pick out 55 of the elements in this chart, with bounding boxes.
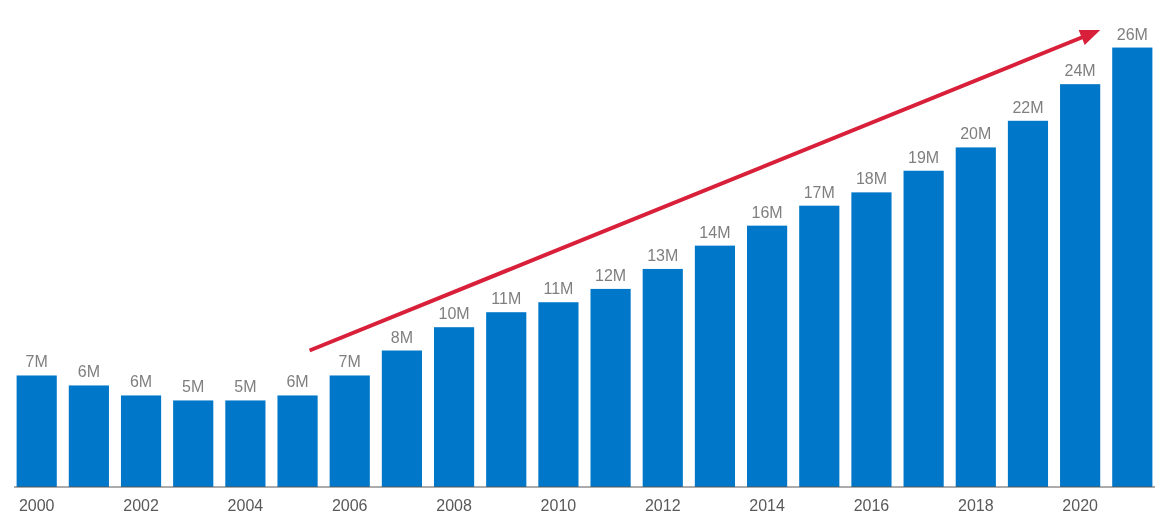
- bar: [955, 147, 996, 487]
- x-tick-label: 2004: [227, 497, 264, 514]
- bar: [16, 375, 57, 487]
- data-label: 11M: [491, 290, 522, 308]
- data-label: 22M: [1012, 98, 1044, 116]
- bar: [538, 302, 579, 487]
- x-tick-label: 2008: [436, 497, 472, 514]
- data-label: 6M: [129, 373, 153, 391]
- data-label: 20M: [960, 125, 992, 143]
- bar: [433, 327, 475, 487]
- bar: [1060, 84, 1101, 487]
- bar: [694, 245, 736, 487]
- bar: [642, 268, 683, 487]
- data-label: 12M: [595, 266, 627, 284]
- bar: [486, 312, 527, 487]
- bar: [903, 170, 944, 487]
- bar: [1007, 120, 1049, 487]
- data-label: 18M: [855, 170, 888, 188]
- data-label: 7M: [338, 353, 361, 371]
- bar: [1112, 47, 1153, 487]
- bar: [747, 225, 788, 487]
- data-label: 10M: [438, 305, 470, 323]
- x-tick-label: 2016: [853, 497, 890, 514]
- data-label: 26M: [1116, 25, 1148, 43]
- x-tick-label: 2000: [18, 497, 55, 514]
- bar: [277, 395, 318, 487]
- x-tick-label: 2006: [331, 497, 368, 514]
- data-label: 5M: [182, 378, 205, 396]
- bar: [851, 192, 892, 487]
- bar: [173, 400, 214, 487]
- x-tick-label: 2018: [957, 497, 994, 514]
- x-tick-label: 2010: [540, 497, 577, 514]
- data-label: 7M: [25, 353, 48, 371]
- bar: [68, 385, 109, 487]
- x-tick-label: 2020: [1062, 497, 1099, 514]
- bar: [329, 375, 370, 487]
- bar: [590, 288, 631, 487]
- x-tick-label: 2012: [644, 497, 681, 514]
- data-label: 13M: [647, 246, 679, 264]
- data-label: 11M: [543, 280, 574, 298]
- data-label: 16M: [751, 203, 783, 221]
- data-label: 6M: [286, 373, 309, 391]
- data-label: 14M: [699, 223, 731, 241]
- data-label: 6M: [77, 363, 100, 381]
- x-tick-label: 2002: [123, 497, 159, 514]
- data-label: 5M: [234, 378, 257, 396]
- x-tick-label: 2014: [749, 497, 785, 514]
- bar: [381, 350, 422, 487]
- bar: [225, 400, 266, 487]
- bar: [799, 205, 840, 487]
- bar: [120, 395, 162, 487]
- data-label: 8M: [390, 328, 414, 346]
- data-label: 17M: [803, 183, 835, 201]
- data-label: 24M: [1064, 62, 1096, 80]
- data-label: 19M: [908, 148, 940, 166]
